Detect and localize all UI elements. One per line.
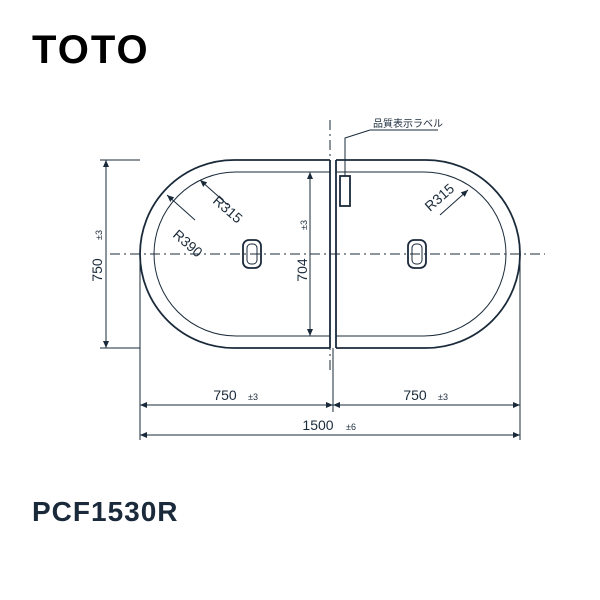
model-number: PCF1530R: [32, 496, 179, 528]
page: TOTO PCF1530R: [0, 0, 600, 600]
r390-text: R390: [170, 226, 206, 260]
quality-label-text: 品質表示ラベル: [373, 117, 443, 130]
technical-diagram: 品質表示ラベル R390 R315 R315 704 ±3 75: [40, 100, 560, 480]
r315-left-text: R315: [210, 192, 246, 226]
dim-704-tol: ±3: [299, 220, 309, 230]
right-panel-inner: [336, 172, 506, 336]
dim-height-tol: ±3: [94, 230, 104, 240]
quality-label-leader: [345, 130, 370, 176]
dim-1500-text: 1500: [302, 417, 333, 433]
diagram-svg: 品質表示ラベル R390 R315 R315 704 ±3 75: [40, 100, 560, 480]
dim-750-left-text: 750: [213, 387, 237, 403]
r390-leader: [167, 195, 195, 220]
quality-label-marker: [340, 176, 350, 206]
dim-750-right-tol: ±3: [438, 392, 448, 402]
dim-750-left-tol: ±3: [248, 392, 258, 402]
r315-right-text: R315: [421, 180, 457, 214]
dim-750-right-text: 750: [403, 387, 427, 403]
brand-logo: TOTO: [32, 28, 150, 73]
dim-height-text: 750: [89, 258, 105, 282]
left-panel-inner: [154, 172, 330, 336]
dim-704-text: 704: [294, 258, 310, 282]
dim-1500-tol: ±6: [346, 422, 356, 432]
